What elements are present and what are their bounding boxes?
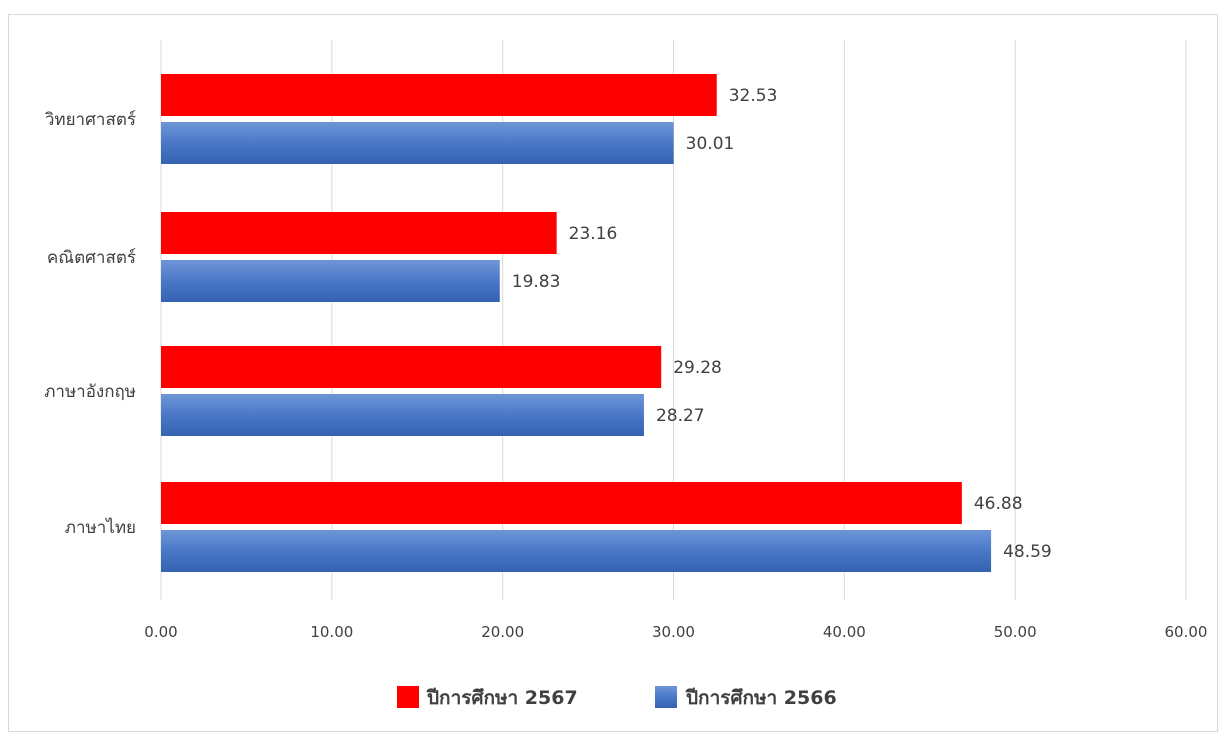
legend-swatch [655,686,677,708]
category-label: วิทยาศาสตร์ [44,110,136,130]
data-label: 19.83 [512,272,561,292]
x-tick-label: 60.00 [1165,623,1208,641]
x-tick-label: 0.00 [144,623,177,641]
x-tick-label: 20.00 [481,623,524,641]
bar-2567 [161,482,962,524]
category-label: ภาษาไทย [65,517,136,538]
data-label: 46.88 [974,494,1023,514]
data-label: 23.16 [569,224,618,244]
bar-2567 [161,346,661,388]
legend-swatch [397,686,419,708]
category-label: ภาษาอังกฤษ [44,382,136,402]
x-tick-label: 10.00 [310,623,353,641]
bar-2566 [161,260,500,302]
data-label: 48.59 [1003,542,1052,562]
legend-label: ปีการศึกษา 2566 [685,687,836,709]
data-label: 28.27 [656,406,705,426]
bar-2567 [161,212,557,254]
bar-2566 [161,394,644,436]
legend-label: ปีการศึกษา 2567 [426,687,577,709]
data-label: 30.01 [686,134,735,154]
x-tick-label: 30.00 [652,623,695,641]
category-label: คณิตศาสตร์ [47,248,136,268]
bar-2567 [161,74,717,116]
data-label: 32.53 [729,86,778,106]
data-label: 29.28 [673,358,722,378]
x-tick-label: 50.00 [994,623,1037,641]
bar-2566 [161,530,991,572]
x-tick-label: 40.00 [823,623,866,641]
bar-2566 [161,122,674,164]
